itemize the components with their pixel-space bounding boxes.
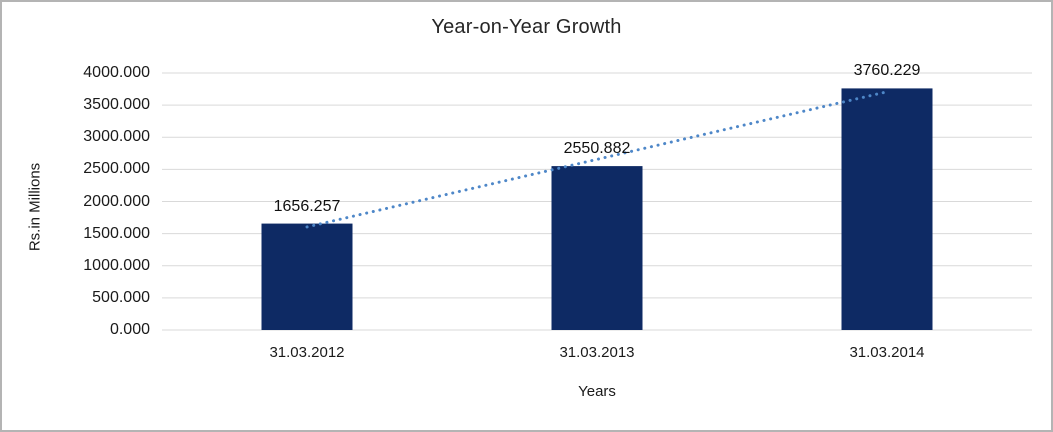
y-tick-label: 500.000 [92,288,150,306]
bar-data-label: 3760.229 [853,62,921,80]
y-tick-label: 3000.000 [83,128,150,146]
x-category-label: 31.03.2012 [269,344,345,361]
y-tick-label: 1000.000 [83,256,150,274]
bar [261,223,353,330]
y-tick-label: 2500.000 [83,160,150,178]
bar [551,166,643,330]
trendline [305,90,889,229]
y-tick-label: 4000.000 [83,64,150,81]
x-category-label: 31.03.2014 [849,344,925,361]
y-tick-label: 0.000 [109,321,150,338]
y-tick-label: 1500.000 [83,224,150,242]
bar-data-label: 1656.257 [273,197,341,215]
x-category-label: 31.03.2013 [559,344,635,361]
y-tick-label: 2000.000 [83,192,150,210]
bar-data-label: 2550.882 [563,140,631,158]
chart-title: Year-on-Year Growth [431,16,622,38]
bar [841,88,933,330]
x-axis-title: Years [578,383,616,400]
y-axis-title: Rs.in Millions [26,162,44,252]
y-tick-label: 3500.000 [83,96,150,114]
